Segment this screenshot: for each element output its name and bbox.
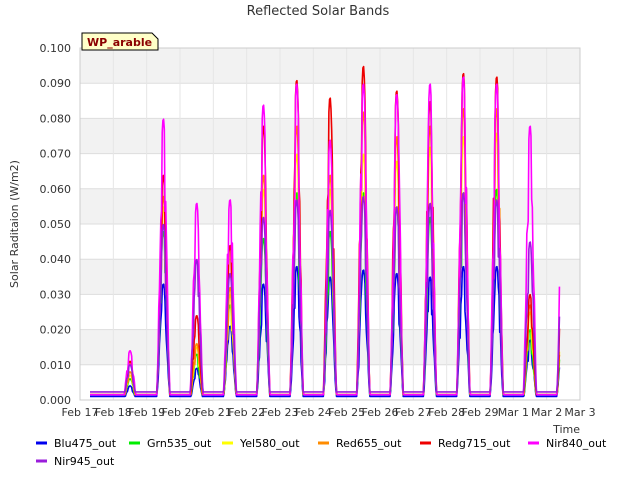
x-tick-label: Feb 19 <box>128 406 165 419</box>
plot-frame <box>79 47 581 401</box>
x-tick-label: Mar 2 <box>531 406 562 419</box>
legend-label: Nir945_out <box>54 455 115 468</box>
x-tick-label: Feb 20 <box>162 406 199 419</box>
legend-label: Grn535_out <box>147 437 212 450</box>
series-layer <box>89 65 561 398</box>
grid-band <box>80 118 580 154</box>
x-tick-label: Feb 25 <box>328 406 365 419</box>
y-tick-label: 0.080 <box>40 112 72 125</box>
y-tick-label: 0.100 <box>40 42 72 55</box>
y-axis-label: Solar Raditaion (W/m2) <box>8 160 21 288</box>
x-tick-label: Feb 27 <box>395 406 432 419</box>
x-tick-label: Feb 29 <box>462 406 499 419</box>
x-tick-label: Feb 18 <box>95 406 132 419</box>
x-axis-label: Time <box>552 423 580 436</box>
legend-label: Red655_out <box>336 437 402 450</box>
y-tick-label: 0.010 <box>40 359 72 372</box>
x-tick-label: Feb 24 <box>295 406 332 419</box>
x-tick-label: Feb 22 <box>228 406 265 419</box>
site-badge-label: WP_arable <box>87 36 152 49</box>
y-tick-label: 0.070 <box>40 148 72 161</box>
y-tick-label: 0.090 <box>40 77 72 90</box>
x-tick-label: Feb 23 <box>262 406 299 419</box>
y-tick-labels: 0.000 0.010 0.020 0.030 0.040 0.050 0.060 0.070… <box>40 42 72 407</box>
x-tick-label: Mar 3 <box>564 406 595 419</box>
series-line-nir945-out <box>89 192 561 393</box>
x-tick-label: Mar 1 <box>498 406 529 419</box>
x-tick-label: Feb 26 <box>362 406 399 419</box>
site-badge: WP_arable <box>81 32 159 51</box>
x-tick-label: Feb 17 <box>62 406 99 419</box>
legend-label: Redg715_out <box>438 437 511 450</box>
y-tick-label: 0.040 <box>40 253 72 266</box>
chart-title: Reflected Solar Bands <box>247 4 390 19</box>
y-tick-label: 0.000 <box>40 394 72 407</box>
legend-label: Blu475_out <box>54 437 117 450</box>
x-tick-label: Feb 21 <box>195 406 232 419</box>
axes <box>79 47 581 401</box>
x-tick-label: Feb 28 <box>428 406 465 419</box>
grid-band <box>80 48 580 84</box>
y-tick-label: 0.060 <box>40 183 72 196</box>
legend-label: Yel580_out <box>239 437 300 450</box>
y-tick-label: 0.030 <box>40 288 72 301</box>
y-tick-label: 0.050 <box>40 218 72 231</box>
legend-label: Nir840_out <box>546 437 607 450</box>
legend: Blu475_out Grn535_out Yel580_out Red655_out… <box>36 437 607 468</box>
y-tick-label: 0.020 <box>40 324 72 337</box>
grid-band <box>80 329 580 365</box>
